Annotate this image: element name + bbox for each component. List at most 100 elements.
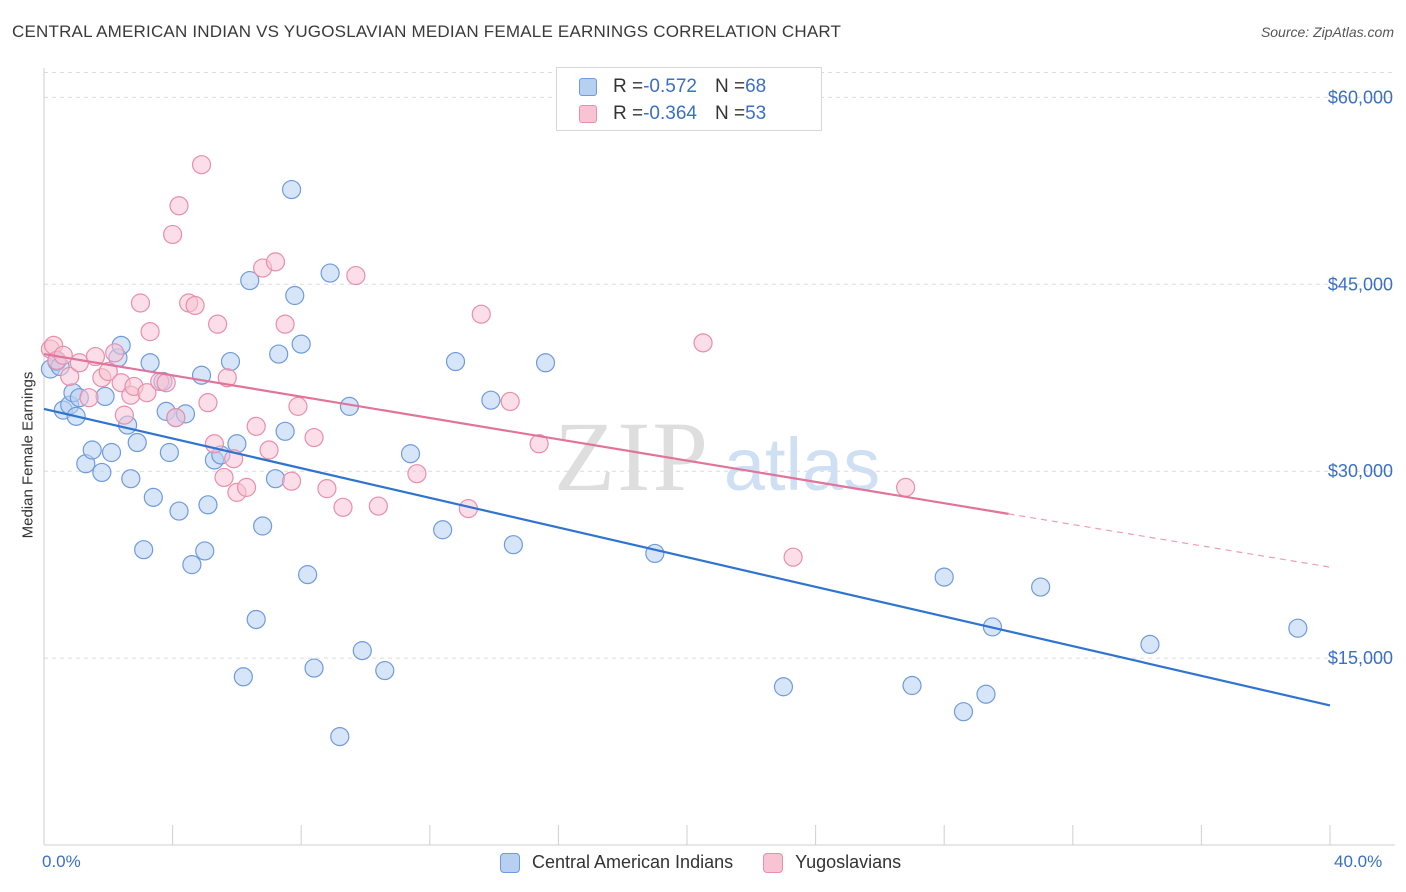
legend-swatch-blue [579,78,597,96]
legend-r-value: -0.364 [643,103,697,124]
source-label: Source: ZipAtlas.com [1260,24,1394,40]
data-point [259,440,279,460]
data-point [500,391,520,412]
watermark: ZIP atlas [554,401,880,512]
data-point [320,263,340,283]
series-legend: Central American Indians Yugoslavians [500,852,931,873]
legend-swatch-pink [579,105,597,123]
trend-line-solid [43,352,1009,515]
data-point [185,295,205,316]
data-point [1288,618,1308,638]
x-tick-min: 0.0% [42,852,81,871]
data-point [140,353,160,373]
data-point [481,390,501,410]
data-point [503,535,523,555]
data-point [217,368,237,388]
data-point [92,462,112,483]
data-point [693,333,713,353]
watermark-zip: ZIP [554,401,710,512]
data-point [352,641,372,661]
data-point [166,408,186,428]
data-point [773,677,794,697]
legend-n-value: 53 [745,103,767,124]
data-point [143,487,163,507]
legend-r-label: R = [613,76,644,97]
data-point [288,396,308,416]
data-point [400,444,421,464]
legend-row-pink: R = -0.364 N = 53 [579,102,766,126]
data-point [134,540,154,560]
legend-swatch-pink [763,852,784,873]
data-point [275,314,295,334]
watermark-atlas: atlas [724,423,880,506]
data-point [195,541,215,561]
data-point [169,501,189,521]
legend-label: Central American Indians [532,852,734,872]
grid-lines [44,71,1395,659]
data-point [101,442,122,463]
data-point [304,658,324,678]
legend-swatch-blue [500,852,520,873]
trend-line-dashed [1008,513,1331,568]
data-point [198,495,218,515]
chart-title: CENTRAL AMERICAN INDIAN VS YUGOSLAVIAN M… [12,22,842,41]
y-tick-label: $15,000 [1328,648,1393,668]
data-point [236,477,257,497]
data-point [1140,634,1160,654]
legend-n-value: 68 [745,76,767,97]
data-point [445,351,466,372]
data-point [214,467,234,488]
data-point [220,351,241,372]
x-tick-max: 40.0% [1334,852,1383,871]
data-point [535,353,556,373]
data-point [433,520,453,540]
data-point [140,322,160,342]
data-point [281,179,302,200]
data-point [182,555,202,575]
legend-item-central-american-indians: Central American Indians [500,852,733,873]
data-point [240,270,260,291]
data-point [121,469,141,489]
data-point [902,675,922,696]
data-point [159,442,179,463]
data-point [934,567,954,587]
data-point [275,421,295,441]
data-point [246,416,266,436]
legend-item-yugoslavians: Yugoslavians [763,852,901,873]
correlation-legend: R = -0.572 N = 68 R = -0.364 N = 53 [556,67,822,131]
data-point [304,427,324,448]
legend-row-blue: R = -0.572 N = 68 [579,75,766,99]
data-point [114,405,134,425]
data-point [976,684,996,704]
data-point [208,314,228,334]
data-point [130,293,151,313]
y-tick-labels: $15,000 $30,000 $45,000 $60,000 [1328,87,1393,668]
data-point [298,565,318,585]
data-point [265,252,286,272]
data-point [137,383,157,403]
data-point [645,543,665,564]
data-point [317,479,337,499]
data-point [346,265,366,286]
legend-r-label: R = [613,103,644,124]
data-point [95,386,115,407]
data-point [333,497,353,517]
data-point [163,224,183,245]
legend-n-label: N = [714,103,746,124]
data-point [60,366,80,387]
data-point [253,516,273,536]
y-tick-label: $60,000 [1328,87,1393,107]
data-point [291,334,311,354]
data-point [471,304,491,324]
data-point [265,469,286,489]
data-point [1031,577,1051,597]
data-point [368,496,388,516]
data-point [407,464,427,484]
data-point [82,440,102,460]
axes [43,68,1395,846]
y-tick-label: $45,000 [1328,274,1393,294]
data-point [169,196,189,216]
data-point [281,471,302,491]
y-tick-label: $30,000 [1328,461,1393,481]
